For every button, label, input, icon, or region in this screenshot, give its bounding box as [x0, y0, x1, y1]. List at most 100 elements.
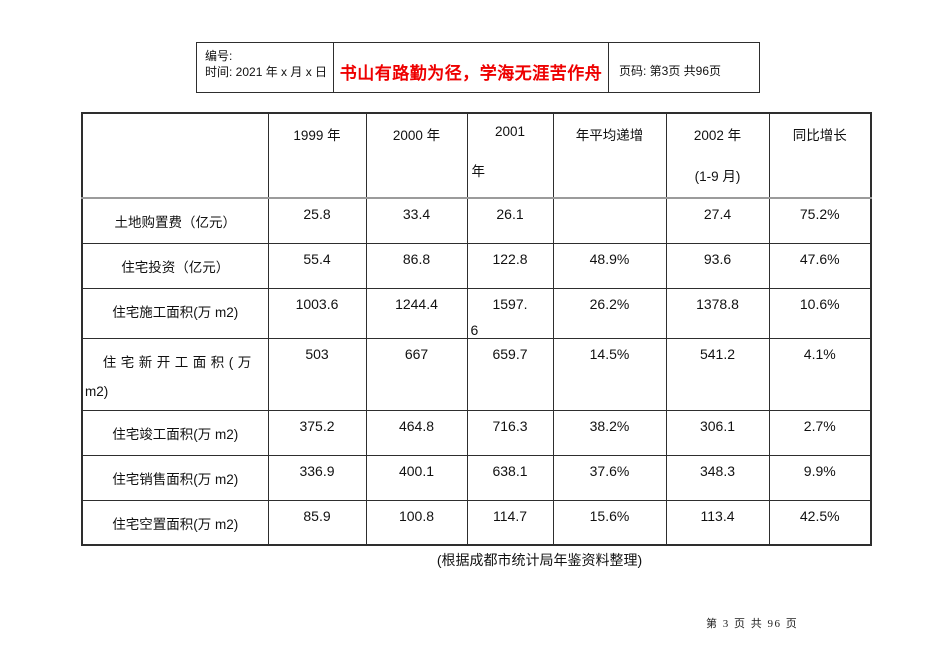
row-label: 住宅空置面积(万 m2) — [81, 499, 269, 546]
table-cell: 93.6 — [665, 242, 770, 289]
table-cell: 122.8 — [466, 242, 554, 289]
cell-value: 659.7 — [492, 345, 528, 362]
table-row: 住宅新开工面积(万 m2) 503 667 659.7 14.5% 541.2 4.1% — [81, 337, 872, 411]
cell-value: 33.4 — [402, 206, 431, 222]
header-middle-cell: 书山有路勤为径，学海无涯苦作舟 — [334, 43, 609, 92]
table-row: 住宅空置面积(万 m2) 85.9 100.8 114.7 15.6% 113.4 42.5… — [81, 499, 872, 546]
table-source-caption: (根据成都市统计局年鉴资料整理) — [436, 552, 643, 568]
statistics-table: 1999 年 2000 年 2001 年 年平均递增 2002 年 (1-9 月… — [81, 112, 872, 546]
cell-value: 10.6% — [799, 295, 840, 312]
col-header-text: 年 — [471, 164, 486, 179]
cell-value: 375.2 — [299, 417, 335, 434]
cell-value: 1597. — [492, 295, 528, 312]
row-label-text: 土地购置费（亿元） — [114, 215, 237, 230]
row-label-text: 住宅竣工面积(万 m2) — [112, 426, 239, 442]
table-row: 土地购置费（亿元） 25.8 33.4 26.1 27.4 75.2% — [81, 197, 872, 244]
cell-value: 93.6 — [703, 250, 732, 267]
table-cell: 667 — [365, 337, 468, 411]
table-cell: 306.1 — [665, 409, 770, 456]
col-header-text: 年平均递增 — [575, 128, 644, 143]
doc-number-label: 编号: — [205, 49, 233, 63]
cell-value: 27.4 — [703, 206, 732, 222]
table-cell: 1378.8 — [665, 287, 770, 339]
table-cell: 100.8 — [365, 499, 468, 546]
cell-value: 15.6% — [589, 507, 630, 524]
row-label-text: m2) — [85, 383, 109, 399]
table-cell: 659.7 — [466, 337, 554, 411]
cell-value: 75.2% — [799, 206, 840, 222]
row-label: 住宅投资（亿元） — [81, 242, 269, 289]
table-cell: 85.9 — [267, 499, 367, 546]
cell-value: 86.8 — [402, 250, 431, 267]
row-label-text: 住宅新开工面积(万 — [102, 354, 256, 370]
row-label-text: 住宅投资（亿元） — [121, 259, 230, 275]
table-cell: 716.3 — [466, 409, 554, 456]
row-label-text: 住宅销售面积(万 m2) — [112, 471, 239, 487]
table-cell: 55.4 — [267, 242, 367, 289]
col-header-text: 同比增长 — [792, 128, 847, 143]
col-header-text: 2000 年 — [392, 128, 441, 143]
table-cell: 42.5% — [768, 499, 872, 546]
table-cell: 4.1% — [768, 337, 872, 411]
table-cell: 1003.6 — [267, 287, 367, 339]
row-label-text: 住宅施工面积(万 m2) — [112, 304, 239, 320]
cell-value: 47.6% — [799, 250, 840, 267]
table-cell: 1244.4 — [365, 287, 468, 339]
cell-value: 26.2% — [589, 295, 630, 312]
cell-value: 37.6% — [589, 462, 630, 479]
col-header-2001: 2001 年 — [466, 112, 554, 199]
table-row: 住宅销售面积(万 m2) 336.9 400.1 638.1 37.6% 348.3 9.9… — [81, 454, 872, 501]
table-cell: 400.1 — [365, 454, 468, 501]
table-cell: 47.6% — [768, 242, 872, 289]
row-label: 土地购置费（亿元） — [81, 197, 269, 244]
table-cell: 10.6% — [768, 287, 872, 339]
col-header-avg-annual-growth: 年平均递增 — [552, 112, 667, 199]
cell-value: 464.8 — [398, 417, 435, 434]
table-cell: 86.8 — [365, 242, 468, 289]
cell-value: 55.4 — [303, 250, 331, 267]
table-row: 住宅竣工面积(万 m2) 375.2 464.8 716.3 38.2% 306.1 2.7… — [81, 409, 872, 456]
cell-value: 100.8 — [398, 507, 435, 524]
table-cell: 9.9% — [768, 454, 872, 501]
motto-text: 书山有路勤为径，学海无涯苦作舟 — [339, 64, 603, 83]
page-number-footer: 第 3 页 共 96 页 — [706, 618, 799, 630]
cell-value: 541.2 — [699, 345, 736, 362]
corner-cell — [81, 112, 269, 199]
cell-value: 14.5% — [589, 345, 630, 362]
cell-value: 2.7% — [803, 417, 836, 434]
table-cell: 348.3 — [665, 454, 770, 501]
cell-value: 336.9 — [299, 462, 335, 479]
doc-time-label: 时间: 2021 年 x 月 x 日 — [205, 65, 328, 79]
cell-value: 306.1 — [699, 417, 736, 434]
table-cell: 33.4 — [365, 197, 468, 244]
cell-value: 716.3 — [492, 417, 528, 434]
col-header-1999: 1999 年 — [267, 112, 367, 199]
table-cell: 15.6% — [552, 499, 667, 546]
table-cell: 25.8 — [267, 197, 367, 244]
cell-value: 348.3 — [699, 462, 736, 479]
cell-value: 6 — [470, 321, 479, 338]
row-label: 住宅销售面积(万 m2) — [81, 454, 269, 501]
table-cell: 14.5% — [552, 337, 667, 411]
table-cell: 37.6% — [552, 454, 667, 501]
table-row: 住宅投资（亿元） 55.4 86.8 122.8 48.9% 93.6 47.6% — [81, 242, 872, 289]
table-cell: 75.2% — [768, 197, 872, 244]
table-cell: 541.2 — [665, 337, 770, 411]
cell-value: 48.9% — [589, 250, 630, 267]
cell-value: 1003.6 — [295, 295, 339, 312]
table-header-row: 1999 年 2000 年 2001 年 年平均递增 2002 年 (1-9 月… — [81, 112, 872, 199]
cell-value: 638.1 — [492, 462, 528, 479]
table-cell: 27.4 — [665, 197, 770, 244]
cell-value: 38.2% — [589, 417, 630, 434]
col-header-text: 2002 年 — [693, 128, 742, 143]
header-left-cell: 编号: 时间: 2021 年 x 月 x 日 — [197, 43, 334, 92]
table-cell: 38.2% — [552, 409, 667, 456]
document-header-box: 编号: 时间: 2021 年 x 月 x 日 书山有路勤为径，学海无涯苦作舟 页… — [196, 42, 760, 93]
cell-value: 114.7 — [493, 507, 527, 524]
col-header-text: 1999 年 — [293, 128, 341, 143]
table-cell: 503 — [267, 337, 367, 411]
cell-value: 400.1 — [398, 462, 435, 479]
table-cell: 113.4 — [665, 499, 770, 546]
col-header-text: 2001 — [494, 124, 526, 139]
